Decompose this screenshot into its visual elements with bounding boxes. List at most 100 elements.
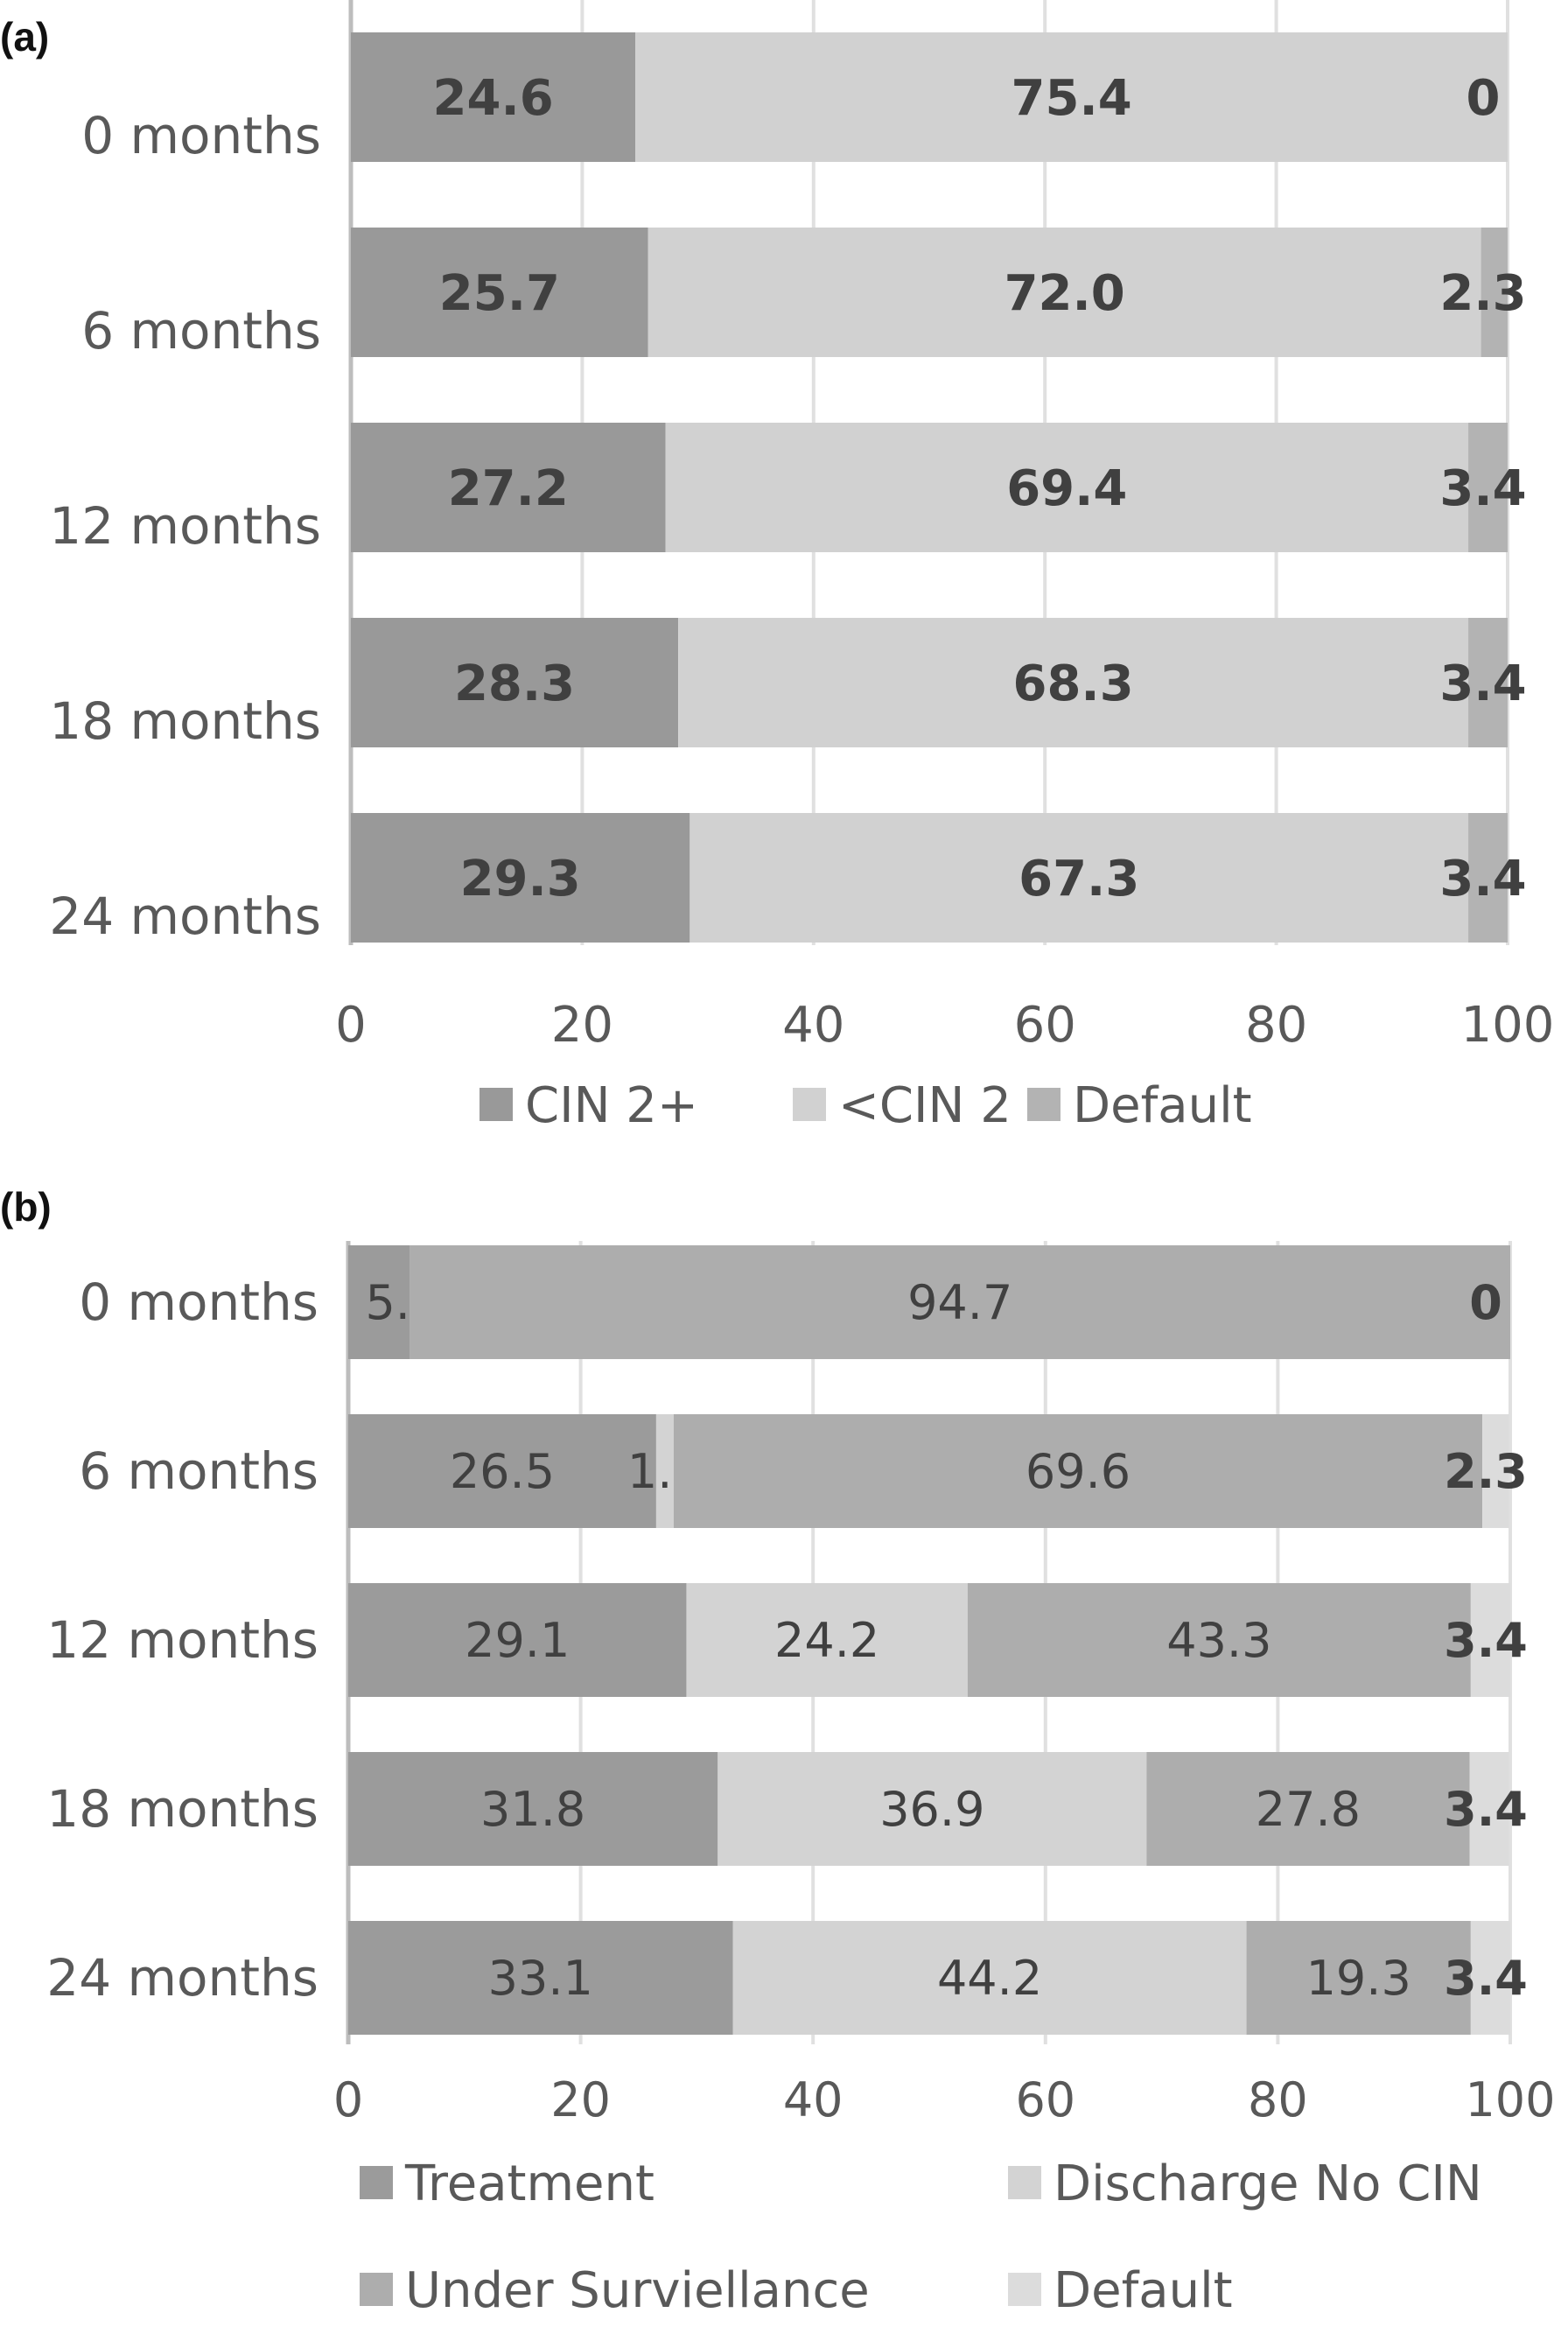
bar-segment [348, 1752, 718, 1866]
bar-segment [655, 1414, 674, 1528]
data-label: 43.3 [1166, 1613, 1271, 1668]
category-label: 18 months [46, 1779, 318, 1839]
bar-segment [1468, 618, 1508, 747]
data-label: 26.5 [450, 1444, 555, 1499]
legend-swatch [1008, 2166, 1041, 2199]
bar-segment [1480, 228, 1508, 357]
data-label: 3.4 [1444, 1782, 1528, 1837]
bar-segment [351, 618, 679, 747]
data-label: 24.6 [433, 70, 554, 127]
bar-segment [410, 1245, 1510, 1359]
category-label: 24 months [46, 1948, 318, 2008]
x-tick-label: 80 [1248, 2072, 1308, 2127]
data-label: 72.0 [1004, 265, 1125, 322]
x-tick-label: 60 [1014, 997, 1076, 1054]
data-label: 29.1 [465, 1613, 570, 1668]
panel-label: (b) [0, 1184, 52, 1230]
legend-label: Default [1073, 1077, 1252, 1134]
data-label: 2.3 [1439, 265, 1526, 322]
bar-segment [348, 1245, 410, 1359]
panel-a-chart: (a) 0 months 24.6 75.4 0 6 months 25.7 72.0 2.3 1… [0, 0, 1554, 1134]
legend-swatch [360, 2273, 393, 2306]
bar-segment [351, 228, 648, 357]
category-label: 0 months [81, 106, 321, 165]
data-label: 3.4 [1439, 655, 1526, 712]
bar-segment [1246, 1921, 1471, 2035]
bar-segment [718, 1752, 1147, 1866]
bar-segment [665, 423, 1469, 552]
bar-segment [1470, 1583, 1510, 1697]
data-label: 27.8 [1256, 1782, 1361, 1837]
x-tick-label: 60 [1015, 2072, 1075, 2127]
bar-segment [348, 1583, 687, 1697]
bar-segment [1482, 1414, 1509, 1528]
data-label: 36.9 [879, 1782, 984, 1837]
bar-segment [351, 813, 690, 943]
category-label: 0 months [79, 1272, 318, 1332]
data-label: 25.7 [439, 265, 560, 322]
legend-swatch [1008, 2273, 1041, 2306]
data-label: 67.3 [1018, 851, 1139, 908]
bar-segment [673, 1414, 1483, 1528]
x-tick-label: 40 [782, 997, 844, 1054]
data-label: 68.3 [1013, 655, 1134, 712]
panel-label: (a) [0, 14, 49, 60]
data-label: 31.8 [480, 1782, 585, 1837]
data-label: 3.4 [1439, 851, 1526, 908]
data-label: 28.3 [454, 655, 575, 712]
bar-segment [351, 423, 666, 552]
x-tick-label: 20 [551, 997, 613, 1054]
category-label: 6 months [79, 1441, 318, 1501]
bar-segment [635, 32, 1508, 162]
legend-label: CIN 2+ [525, 1077, 698, 1134]
data-label: 19.3 [1306, 1951, 1411, 2006]
bar-segment [690, 813, 1469, 943]
bar-segment [1468, 423, 1508, 552]
bar-segment [732, 1921, 1247, 2035]
bar-segment [348, 1414, 656, 1528]
legend-label: Treatment [404, 2155, 654, 2212]
category-label: 12 months [46, 1610, 318, 1670]
data-label: 69.4 [1006, 460, 1127, 517]
legend-swatch [360, 2166, 393, 2199]
data-label: 75.4 [1012, 70, 1132, 127]
legend-swatch [480, 1088, 513, 1121]
category-label: 6 months [81, 301, 321, 361]
x-tick-label: 100 [1465, 2072, 1555, 2127]
legend-swatch [793, 1088, 826, 1121]
x-tick-label: 80 [1245, 997, 1307, 1054]
data-label: 69.6 [1026, 1444, 1130, 1499]
data-label: 2.3 [1444, 1444, 1528, 1499]
legend-swatch [1027, 1088, 1060, 1121]
data-label: 3.4 [1439, 460, 1526, 517]
bar-segment [678, 618, 1469, 747]
bar-segment [686, 1583, 968, 1697]
legend-label: Discharge No CIN [1054, 2155, 1482, 2212]
bar-segment [967, 1583, 1471, 1697]
bar-segment [1468, 813, 1508, 943]
bar-segment [648, 228, 1481, 357]
data-label: 3.4 [1444, 1613, 1528, 1668]
data-label: 3.4 [1444, 1951, 1528, 2006]
x-tick-label: 20 [550, 2072, 611, 2127]
data-label: 24.2 [774, 1613, 879, 1668]
x-tick-label: 40 [783, 2072, 844, 2127]
bar-segment [1146, 1752, 1470, 1866]
data-label: 29.3 [460, 851, 581, 908]
panel-b-chart: (b)0 months 5.3 94.7 06 months 26.5 1.5 69.6 2.… [0, 1184, 1556, 2319]
bar-segment [348, 1921, 733, 2035]
category-label: 24 months [49, 887, 321, 946]
data-label: 33.1 [488, 1951, 593, 2006]
x-tick-label: 0 [335, 997, 367, 1054]
bar-segment [1469, 1752, 1509, 1866]
legend-label: Default [1054, 2262, 1233, 2319]
data-label: 0 [1469, 1275, 1502, 1330]
x-tick-label: 0 [333, 2072, 363, 2127]
data-label: 44.2 [937, 1951, 1042, 2006]
bar-segment [1470, 1921, 1510, 2035]
legend-label: Under Surviellance [405, 2262, 870, 2319]
data-label: 27.2 [448, 460, 569, 517]
category-label: 12 months [49, 496, 321, 556]
category-label: 18 months [49, 691, 321, 751]
